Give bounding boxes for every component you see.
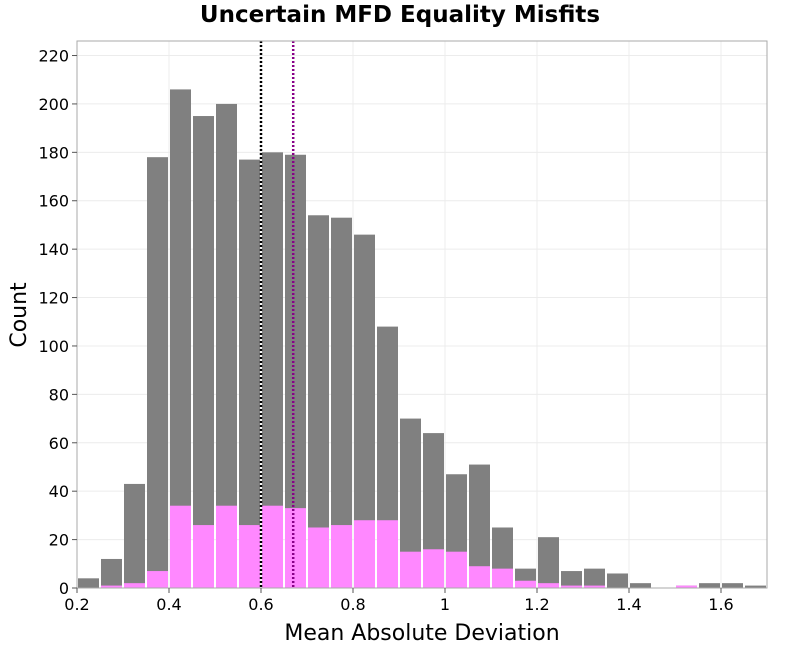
bar-highlight: [285, 508, 306, 588]
bar-highlight: [469, 566, 490, 588]
bar-total: [308, 215, 329, 588]
y-tick-label: 220: [38, 47, 69, 66]
bar-total: [630, 583, 651, 588]
bar-highlight: [308, 527, 329, 588]
grid: [76, 41, 767, 589]
bar-total: [239, 159, 260, 588]
bar-total: [124, 483, 145, 588]
bar-total: [216, 103, 237, 589]
x-axis: 0.2 0.4 0.6 0.8 1 1.2 1.4 1.6: [64, 588, 734, 614]
bar-total: [400, 418, 421, 588]
x-tick-label: 0.8: [340, 595, 365, 614]
bar-highlight: [239, 525, 260, 588]
y-tick-label: 140: [38, 240, 69, 259]
bar-total: [170, 89, 191, 589]
bar-total: [722, 583, 743, 588]
y-tick-label: 80: [49, 385, 69, 404]
bar-highlight: [331, 525, 352, 588]
bar-highlight: [354, 520, 375, 588]
bar-total: [193, 116, 214, 588]
bar-highlight: [101, 585, 122, 588]
y-tick-label: 60: [49, 434, 69, 453]
bar-highlight: [147, 571, 168, 588]
bar-total: [584, 568, 605, 588]
y-tick-label: 200: [38, 95, 69, 114]
bar-total: [538, 537, 559, 588]
bar-highlight: [584, 585, 605, 588]
y-tick-label: 180: [38, 143, 69, 162]
y-tick-label: 40: [49, 482, 69, 501]
bar-highlight: [676, 585, 697, 588]
x-axis-label: Mean Absolute Deviation: [284, 621, 559, 646]
x-tick-label: 1.2: [524, 595, 549, 614]
y-tick-label: 160: [38, 192, 69, 211]
bar-total: [354, 234, 375, 589]
bars: [78, 89, 766, 589]
bar-highlight: [515, 580, 536, 588]
x-tick-label: 0.2: [64, 595, 89, 614]
y-axis-label: Count: [7, 282, 32, 348]
bar-total: [285, 154, 306, 588]
reference-lines: [259, 41, 295, 588]
chart-title: Uncertain MFD Equality Misfits: [199, 2, 601, 28]
x-tick-label: 0.4: [156, 595, 181, 614]
bar-highlight: [446, 551, 467, 588]
bar-total: [607, 573, 628, 588]
plot-frame: [76, 40, 768, 589]
bar-total: [331, 217, 352, 588]
plot-area: [77, 41, 767, 588]
x-tick-label: 1: [440, 595, 450, 614]
bar-total: [147, 157, 168, 588]
bar-highlight: [538, 583, 559, 588]
bar-highlight: [377, 520, 398, 588]
y-axis: 0 20 40 60 80 100 120 140 160 180 200 220: [38, 47, 77, 598]
x-tick-label: 0.6: [248, 595, 273, 614]
bar-highlight: [400, 551, 421, 588]
bar-highlight: [423, 549, 444, 588]
bar-total: [101, 558, 122, 588]
bar-highlight: [124, 583, 145, 588]
x-tick-label: 1.6: [708, 595, 733, 614]
x-tick-label: 1.4: [616, 595, 641, 614]
bar-highlight: [193, 525, 214, 588]
y-tick-label: 0: [59, 579, 69, 598]
bar-total: [469, 464, 490, 588]
bar-highlight: [492, 568, 513, 588]
y-tick-label: 20: [49, 531, 69, 550]
bar-highlight: [561, 585, 582, 588]
bar-total: [745, 585, 766, 588]
bar-highlight: [216, 505, 237, 588]
bar-total: [262, 152, 283, 588]
bar-highlight: [262, 505, 283, 588]
y-tick-label: 100: [38, 337, 69, 356]
y-tick-label: 120: [38, 289, 69, 308]
bar-total: [699, 583, 720, 588]
bar-highlight: [170, 505, 191, 588]
bar-total: [561, 571, 582, 588]
bar-total: [78, 578, 99, 588]
